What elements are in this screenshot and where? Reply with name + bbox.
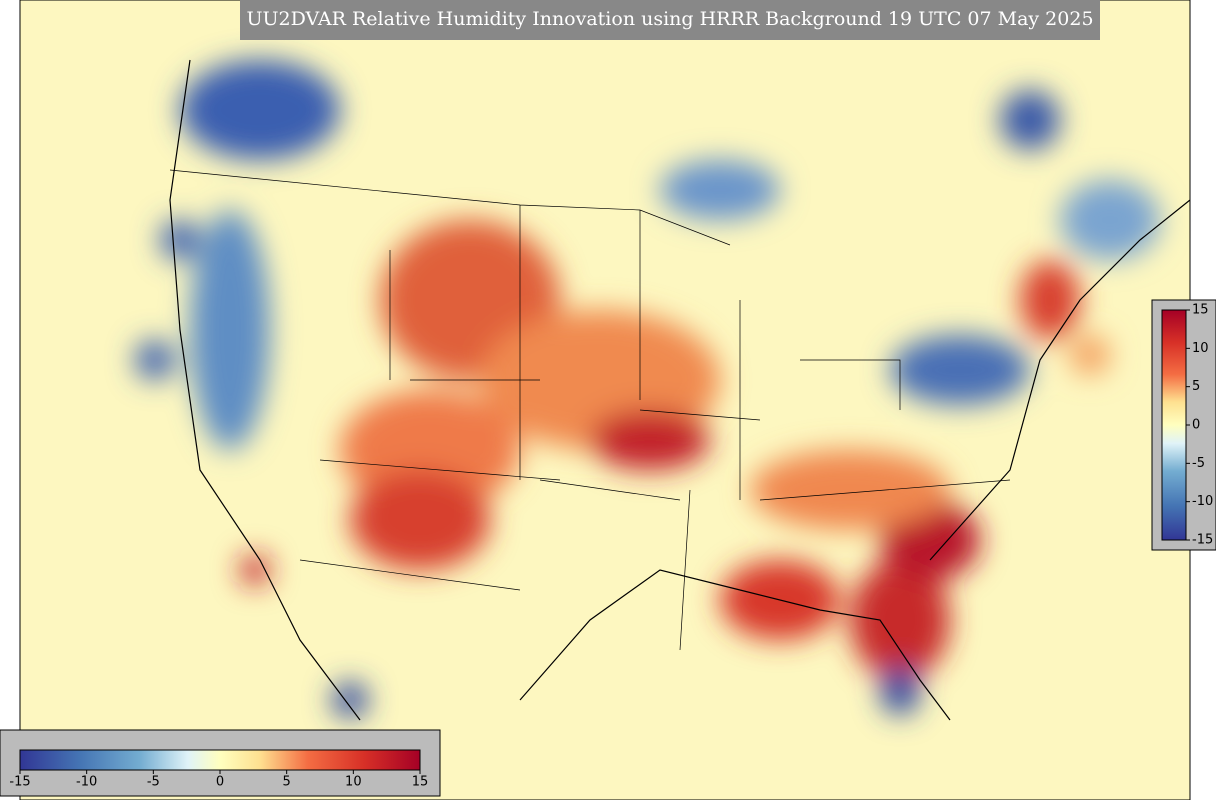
tick-label: 10: [345, 775, 362, 790]
tick-label: 10: [1192, 341, 1209, 356]
tick-label: -10: [1192, 494, 1213, 509]
innovation-field: [135, 60, 1160, 718]
tick-label: 0: [216, 775, 224, 790]
tick-label: 5: [1192, 379, 1200, 394]
tick-label: -15: [9, 775, 30, 790]
tick-label: -5: [147, 775, 160, 790]
coastline: [169, 59, 1191, 721]
state-borders: [169, 169, 1011, 651]
tick-label: -5: [1192, 456, 1205, 471]
tick-label: -10: [76, 775, 97, 790]
title-box: [240, 0, 1100, 40]
colorbar: [19, 749, 421, 771]
tick-label: 0: [1192, 418, 1200, 433]
colorbar: [1161, 309, 1187, 541]
title: UU2DVAR Relative Humidity Innovation usi…: [246, 8, 1093, 30]
tick-label: 15: [1192, 303, 1209, 318]
tick-label: 5: [283, 775, 291, 790]
tick-label: 15: [412, 775, 429, 790]
tick-label: -15: [1192, 533, 1213, 548]
